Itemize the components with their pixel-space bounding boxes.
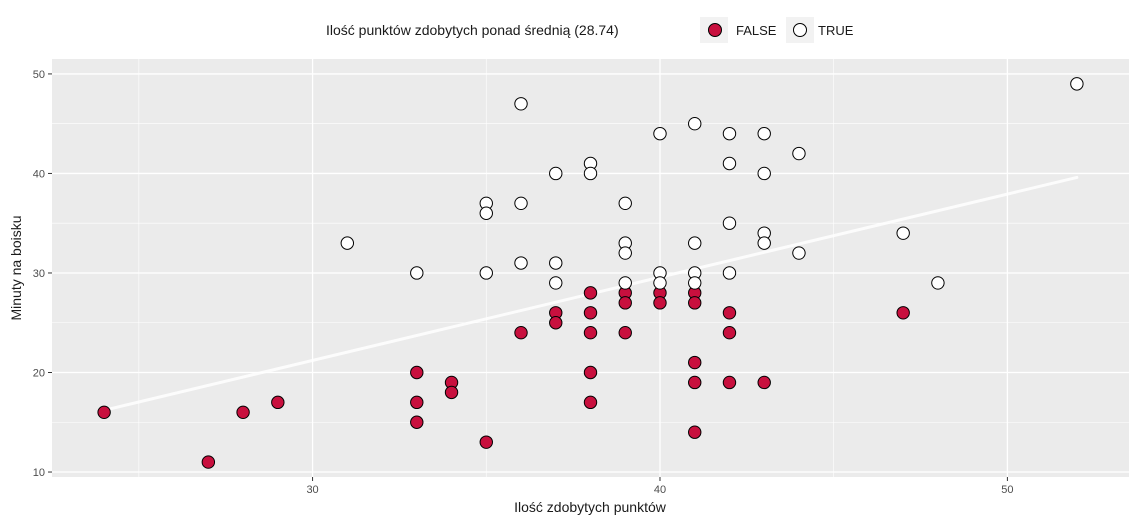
point-false bbox=[618, 296, 632, 310]
point-true bbox=[688, 276, 702, 290]
x-axis-ticks: 30 40 50 bbox=[306, 477, 1014, 496]
point-true bbox=[479, 206, 493, 220]
point-false bbox=[653, 296, 667, 310]
point-false bbox=[583, 395, 598, 410]
point-false bbox=[722, 306, 737, 320]
point-true bbox=[549, 276, 563, 290]
y-tick-label: 50 bbox=[33, 69, 45, 81]
plot-panel bbox=[52, 59, 1129, 477]
point-false bbox=[583, 325, 598, 340]
point-false bbox=[688, 355, 702, 370]
point-true bbox=[340, 236, 355, 250]
y-tick-label: 30 bbox=[33, 268, 45, 280]
point-true bbox=[514, 256, 528, 270]
data-points bbox=[97, 77, 1084, 469]
y-axis-ticks: 10 20 30 40 50 bbox=[33, 69, 52, 479]
point-true bbox=[549, 256, 563, 270]
point-true bbox=[514, 196, 528, 211]
legend-title: Ilość punktów zdobytych ponad średnią (2… bbox=[326, 22, 619, 38]
point-true bbox=[792, 246, 806, 260]
point-false bbox=[583, 286, 598, 300]
point-true bbox=[583, 166, 598, 181]
point-false bbox=[688, 296, 702, 310]
y-tick-label: 20 bbox=[33, 368, 45, 380]
point-true bbox=[688, 236, 702, 250]
point-false bbox=[549, 316, 563, 330]
y-tick-label: 40 bbox=[33, 168, 45, 180]
point-true bbox=[896, 226, 910, 240]
point-true bbox=[722, 126, 737, 141]
point-true bbox=[757, 236, 771, 250]
point-true bbox=[757, 166, 771, 181]
point-false bbox=[688, 375, 702, 390]
legend-label-true: TRUE bbox=[818, 23, 854, 38]
point-true bbox=[653, 276, 667, 290]
point-false bbox=[201, 455, 216, 469]
y-tick-label: 10 bbox=[33, 467, 45, 479]
point-true bbox=[757, 126, 771, 141]
legend: Ilość punktów zdobytych ponad średnią (2… bbox=[326, 17, 854, 43]
point-true bbox=[792, 146, 806, 161]
point-false bbox=[479, 435, 493, 449]
point-false bbox=[410, 415, 424, 429]
point-true bbox=[653, 126, 667, 141]
point-true bbox=[722, 216, 737, 230]
point-false bbox=[583, 365, 598, 380]
legend-label-false: FALSE bbox=[736, 23, 777, 38]
point-false bbox=[236, 405, 250, 420]
point-true bbox=[722, 156, 737, 171]
x-axis-title: Ilość zdobytych punktów bbox=[514, 499, 667, 515]
point-true bbox=[549, 166, 563, 181]
x-tick-label: 30 bbox=[306, 484, 318, 496]
point-false bbox=[722, 375, 737, 390]
y-axis-title: Minuty na boisku bbox=[8, 215, 24, 320]
point-true bbox=[514, 97, 528, 111]
point-true bbox=[618, 196, 632, 211]
point-false bbox=[722, 325, 737, 340]
point-true bbox=[479, 266, 493, 280]
point-true bbox=[688, 116, 702, 131]
point-true bbox=[410, 266, 424, 280]
point-false bbox=[688, 425, 702, 439]
point-true bbox=[618, 276, 632, 290]
point-false bbox=[757, 375, 771, 390]
point-false bbox=[514, 325, 528, 340]
point-false bbox=[410, 395, 424, 410]
point-false bbox=[97, 405, 111, 420]
point-true bbox=[618, 246, 632, 260]
legend-key-true bbox=[793, 23, 807, 37]
point-true bbox=[722, 266, 737, 280]
x-tick-label: 40 bbox=[654, 484, 666, 496]
point-false bbox=[410, 365, 424, 380]
point-false bbox=[896, 306, 910, 320]
point-false bbox=[583, 306, 598, 320]
point-false bbox=[271, 395, 285, 410]
point-false bbox=[618, 325, 632, 340]
legend-key-false bbox=[708, 23, 722, 37]
point-true bbox=[931, 276, 945, 290]
point-true bbox=[1070, 77, 1084, 91]
point-false bbox=[444, 385, 459, 400]
x-tick-label: 50 bbox=[1001, 484, 1013, 496]
